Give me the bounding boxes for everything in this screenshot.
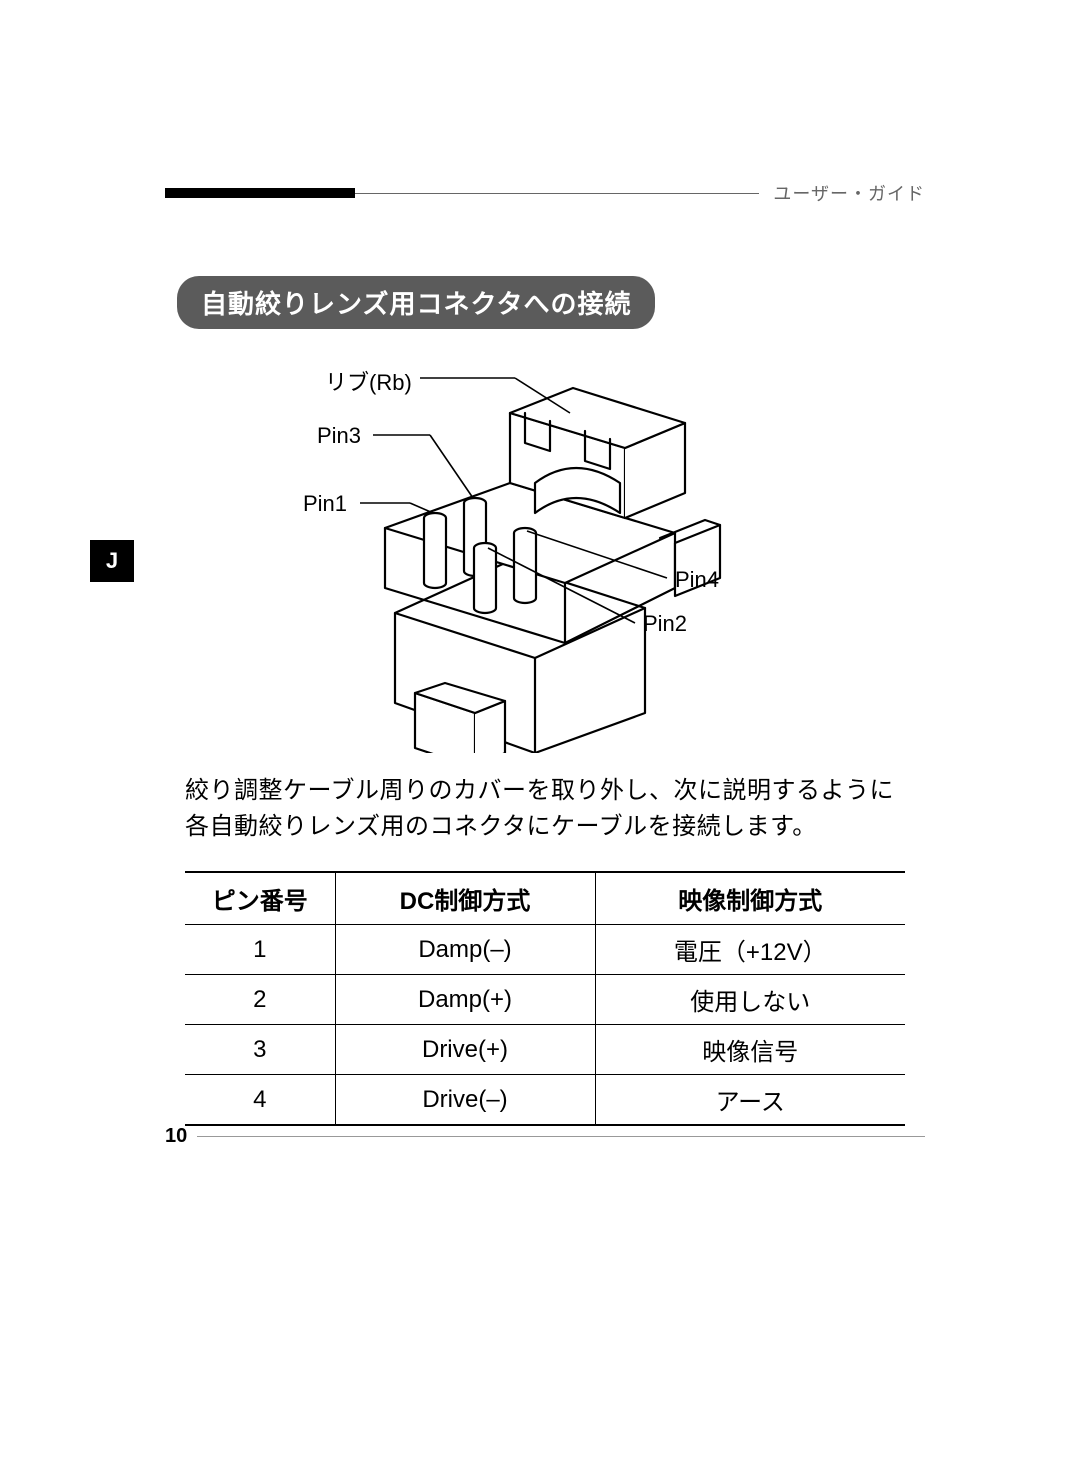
- table-cell: Drive(–): [335, 1075, 595, 1126]
- table-cell: 使用しない: [595, 975, 905, 1025]
- page-content: ユーザー・ガイド 自動絞りレンズ用コネクタへの接続: [165, 180, 925, 1126]
- table-row: 3 Drive(+) 映像信号: [185, 1025, 905, 1075]
- table-cell: 映像信号: [595, 1025, 905, 1075]
- page-footer: 10: [165, 1125, 925, 1148]
- table-header-row: ピン番号 DC制御方式 映像制御方式: [185, 872, 905, 925]
- diagram-label-pin1: Pin1: [303, 491, 347, 517]
- body-paragraph: 絞り調整ケーブル周りのカバーを取り外し、次に説明するように各自動絞りレンズ用のコ…: [185, 773, 905, 845]
- header-bar: [165, 188, 355, 198]
- table-cell: Drive(+): [335, 1025, 595, 1075]
- diagram-label-rib: リブ(Rb): [325, 365, 412, 397]
- table-cell: Damp(+): [335, 975, 595, 1025]
- diagram-label-pin4: Pin4: [675, 567, 719, 593]
- table-cell: アース: [595, 1075, 905, 1126]
- page-number: 10: [165, 1125, 187, 1148]
- table-row: 2 Damp(+) 使用しない: [185, 975, 905, 1025]
- footer-rule: [197, 1136, 925, 1137]
- table-row: 4 Drive(–) アース: [185, 1075, 905, 1126]
- header-line: [355, 193, 759, 194]
- connector-diagram: リブ(Rb) Pin3 Pin1 Pin4 Pin2: [165, 353, 925, 753]
- table-cell: Damp(–): [335, 925, 595, 975]
- table-cell: 2: [185, 975, 335, 1025]
- table-header: 映像制御方式: [595, 872, 905, 925]
- header-rule: ユーザー・ガイド: [165, 180, 925, 206]
- table-header: ピン番号: [185, 872, 335, 925]
- table-row: 1 Damp(–) 電圧（+12V）: [185, 925, 905, 975]
- table-cell: 電圧（+12V）: [595, 925, 905, 975]
- language-tab: J: [90, 540, 134, 582]
- pin-table: ピン番号 DC制御方式 映像制御方式 1 Damp(–) 電圧（+12V） 2 …: [185, 871, 905, 1126]
- section-heading: 自動絞りレンズ用コネクタへの接続: [177, 276, 655, 329]
- guide-label: ユーザー・ガイド: [759, 180, 925, 206]
- table-cell: 3: [185, 1025, 335, 1075]
- diagram-label-pin3: Pin3: [317, 423, 361, 449]
- table-header: DC制御方式: [335, 872, 595, 925]
- connector-svg: [165, 353, 925, 753]
- diagram-label-pin2: Pin2: [643, 611, 687, 637]
- table-cell: 1: [185, 925, 335, 975]
- table-cell: 4: [185, 1075, 335, 1126]
